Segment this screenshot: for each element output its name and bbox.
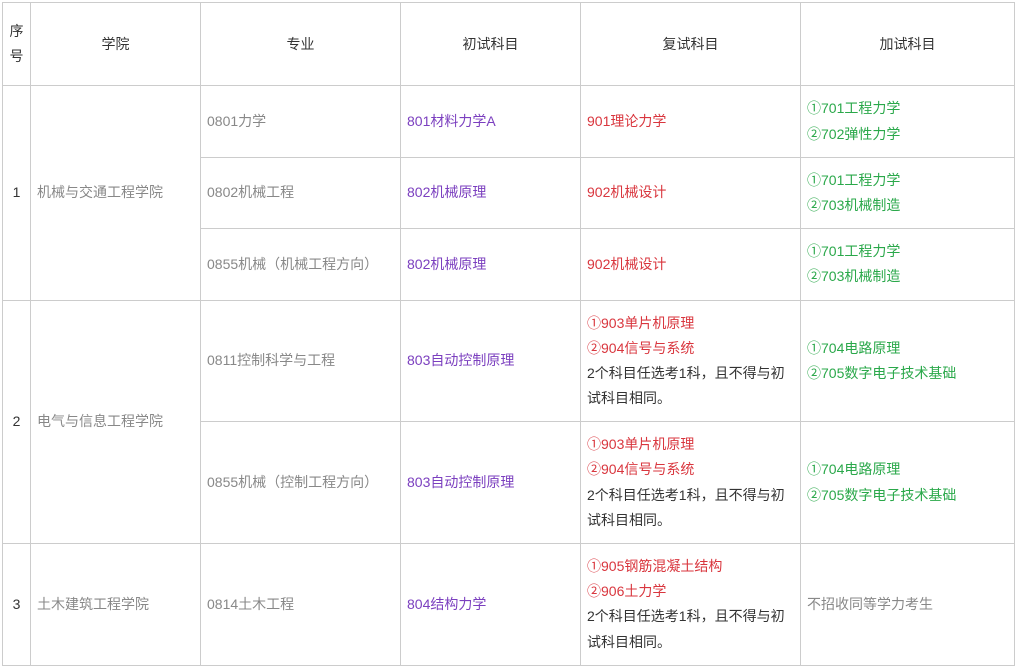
extra-cell: ①701工程力学②703机械制造 (801, 157, 1015, 228)
table-row: 2电气与信息工程学院0811控制科学与工程803自动控制原理①903单片机原理②… (3, 300, 1015, 422)
col-header-major: 专业 (201, 3, 401, 86)
retest-cell: 901理论力学 (581, 86, 801, 157)
col-header-seq: 序号 (3, 3, 31, 86)
extra-cell-line: ①704电路原理 (807, 457, 1008, 482)
major-cell: 0801力学 (201, 86, 401, 157)
table-header: 序号 学院 专业 初试科目 复试科目 加试科目 (3, 3, 1015, 86)
initial-cell-line: 803自动控制原理 (407, 470, 574, 495)
extra-cell-line: ②702弹性力学 (807, 122, 1008, 147)
retest-cell: ①903单片机原理②904信号与系统2个科目任选考1科，且不得与初试科目相同。 (581, 300, 801, 422)
initial-cell-line: 803自动控制原理 (407, 348, 574, 373)
initial-cell: 803自动控制原理 (401, 300, 581, 422)
initial-cell-line: 802机械原理 (407, 180, 574, 205)
extra-cell: ①701工程力学②703机械制造 (801, 229, 1015, 300)
extra-cell-line: ①701工程力学 (807, 168, 1008, 193)
initial-cell: 804结构力学 (401, 544, 581, 666)
col-header-extra: 加试科目 (801, 3, 1015, 86)
extra-cell-line: ②703机械制造 (807, 193, 1008, 218)
extra-cell-line: 不招收同等学力考生 (807, 592, 1008, 617)
college-cell: 土木建筑工程学院 (31, 544, 201, 666)
col-header-college: 学院 (31, 3, 201, 86)
extra-cell-line: ②705数字电子技术基础 (807, 483, 1008, 508)
retest-cell-line: 902机械设计 (587, 180, 794, 205)
initial-cell: 802机械原理 (401, 229, 581, 300)
extra-cell-line: ②705数字电子技术基础 (807, 361, 1008, 386)
retest-cell-line: 2个科目任选考1科，且不得与初试科目相同。 (587, 604, 794, 654)
extra-cell-line: ①704电路原理 (807, 336, 1008, 361)
subjects-table: 序号 学院 专业 初试科目 复试科目 加试科目 1机械与交通工程学院0801力学… (2, 2, 1015, 666)
college-cell: 电气与信息工程学院 (31, 300, 201, 544)
retest-cell-line: ①903单片机原理 (587, 311, 794, 336)
major-cell: 0855机械（机械工程方向） (201, 229, 401, 300)
retest-cell-line: ①903单片机原理 (587, 432, 794, 457)
retest-cell-line: ②904信号与系统 (587, 457, 794, 482)
initial-cell: 803自动控制原理 (401, 422, 581, 544)
initial-cell: 801材料力学A (401, 86, 581, 157)
extra-cell: 不招收同等学力考生 (801, 544, 1015, 666)
major-cell: 0811控制科学与工程 (201, 300, 401, 422)
extra-cell-line: ①701工程力学 (807, 96, 1008, 121)
retest-cell: ①905钢筋混凝土结构②906土力学2个科目任选考1科，且不得与初试科目相同。 (581, 544, 801, 666)
table-body: 1机械与交通工程学院0801力学801材料力学A901理论力学①701工程力学②… (3, 86, 1015, 665)
major-cell: 0814土木工程 (201, 544, 401, 666)
table-row: 3土木建筑工程学院0814土木工程804结构力学 ①905钢筋混凝土结构②906土… (3, 544, 1015, 666)
extra-cell: ①704电路原理②705数字电子技术基础 (801, 300, 1015, 422)
retest-cell-line: 2个科目任选考1科，且不得与初试科目相同。 (587, 361, 794, 411)
initial-cell: 802机械原理 (401, 157, 581, 228)
retest-cell-line: ②906土力学 (587, 579, 794, 604)
extra-cell: ①701工程力学②702弹性力学 (801, 86, 1015, 157)
col-header-retest: 复试科目 (581, 3, 801, 86)
retest-cell-line: ①905钢筋混凝土结构 (587, 554, 794, 579)
retest-cell-line: 902机械设计 (587, 252, 794, 277)
retest-cell: 902机械设计 (581, 229, 801, 300)
initial-cell-line: 804结构力学 (407, 592, 574, 617)
retest-cell-line: ②904信号与系统 (587, 336, 794, 361)
major-cell: 0802机械工程 (201, 157, 401, 228)
major-cell: 0855机械（控制工程方向） (201, 422, 401, 544)
retest-cell-line: 2个科目任选考1科，且不得与初试科目相同。 (587, 483, 794, 533)
extra-cell-line: ②703机械制造 (807, 264, 1008, 289)
retest-cell-line: 901理论力学 (587, 109, 794, 134)
extra-cell: ①704电路原理②705数字电子技术基础 (801, 422, 1015, 544)
seq-cell: 3 (3, 544, 31, 666)
seq-cell: 2 (3, 300, 31, 544)
table-row: 1机械与交通工程学院0801力学801材料力学A901理论力学①701工程力学②… (3, 86, 1015, 157)
initial-cell-line: 801材料力学A (407, 109, 574, 134)
col-header-initial: 初试科目 (401, 3, 581, 86)
college-cell: 机械与交通工程学院 (31, 86, 201, 300)
retest-cell: 902机械设计 (581, 157, 801, 228)
seq-cell: 1 (3, 86, 31, 300)
retest-cell: ①903单片机原理②904信号与系统2个科目任选考1科，且不得与初试科目相同。 (581, 422, 801, 544)
initial-cell-line: 802机械原理 (407, 252, 574, 277)
extra-cell-line: ①701工程力学 (807, 239, 1008, 264)
